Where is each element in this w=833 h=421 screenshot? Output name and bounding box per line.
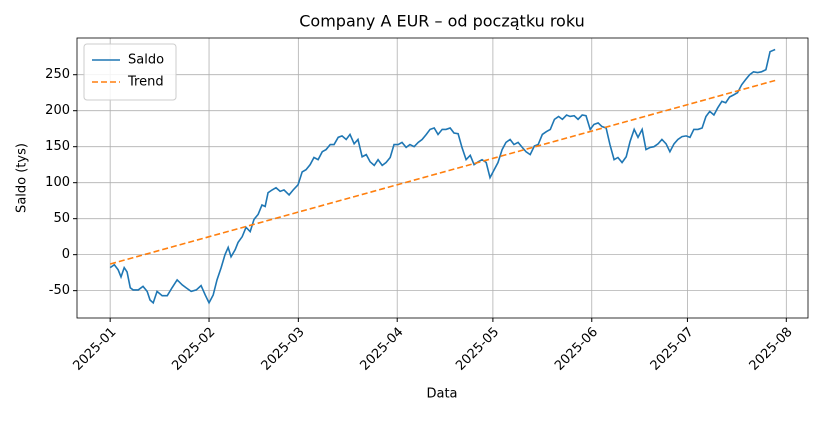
y-tick-label: -50 <box>49 283 70 298</box>
x-tick-label: 2025-03 <box>259 325 308 374</box>
plot-frame <box>76 37 809 319</box>
x-axis-label: Data <box>426 387 457 402</box>
x-tick-label: 2025-07 <box>648 325 697 374</box>
legend-label: Trend <box>127 75 164 90</box>
y-tick-label: 100 <box>45 175 70 190</box>
line-series <box>109 48 776 305</box>
y-tick-label: 250 <box>45 67 70 82</box>
y-tick-label: 200 <box>45 103 70 118</box>
line-series <box>109 79 776 265</box>
y-axis-label: Saldo (tys) <box>15 143 30 213</box>
legend-label: Saldo <box>128 53 164 68</box>
y-tick-label: 150 <box>45 139 70 154</box>
x-tick-label: 2025-08 <box>747 325 796 374</box>
x-tick-label: 2025-04 <box>357 325 406 374</box>
y-tick-label: 0 <box>62 247 70 262</box>
x-tick-label: 2025-02 <box>169 325 218 374</box>
x-tick-label: 2025-01 <box>70 325 119 374</box>
y-tick-label: 50 <box>53 211 70 226</box>
x-tick-label: 2025-06 <box>552 325 601 374</box>
x-tick-label: 2025-05 <box>453 325 502 374</box>
legend-box <box>83 43 177 101</box>
chart-title: Company A EUR – od początku roku <box>299 12 585 31</box>
